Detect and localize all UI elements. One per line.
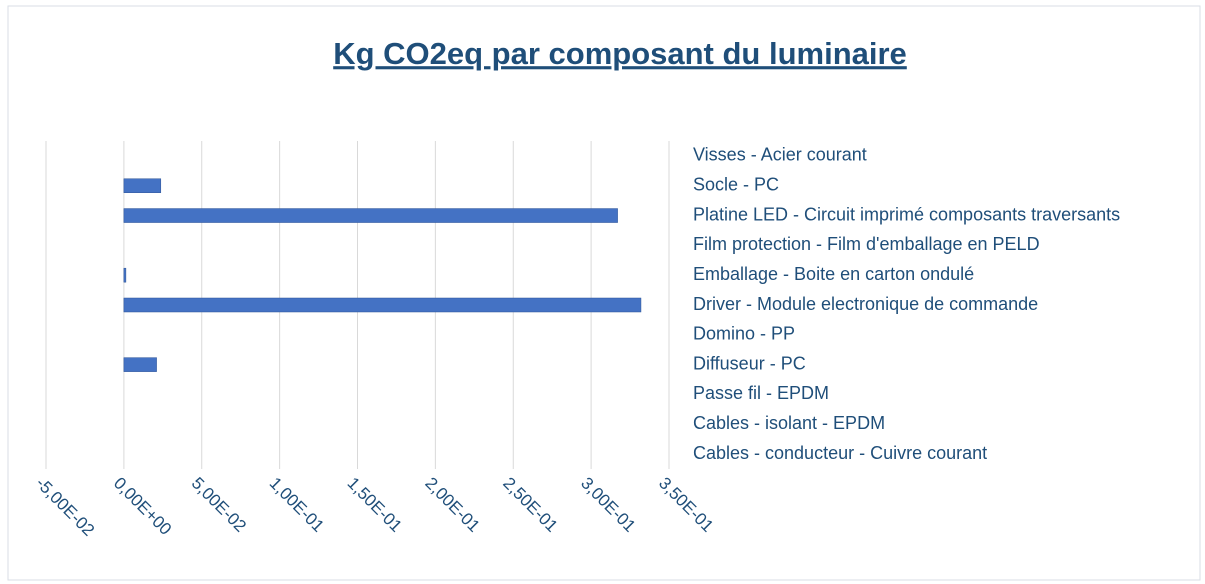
- bar: [123, 357, 157, 372]
- category-label: Domino - PP: [693, 324, 795, 344]
- category-label: Emballage - Boite en carton ondulé: [693, 264, 974, 284]
- bar: [123, 208, 618, 223]
- category-label: Cables - isolant - EPDM: [693, 413, 885, 433]
- category-label: Film protection - Film d'emballage en PE…: [693, 234, 1040, 254]
- category-label: Diffuseur - PC: [693, 353, 806, 373]
- bar: [123, 178, 162, 193]
- category-label: Platine LED - Circuit imprimé composants…: [693, 204, 1120, 224]
- category-label: Socle - PC: [693, 174, 779, 194]
- category-label: Visses - Acier courant: [693, 145, 867, 165]
- category-label: Driver - Module electronique de commande: [693, 294, 1038, 314]
- category-label: Passe fil - EPDM: [693, 383, 829, 403]
- chart-title: Kg CO2eq par composant du luminaire: [333, 36, 907, 71]
- bar: [123, 297, 642, 313]
- bar: [123, 267, 127, 283]
- category-label: Cables - conducteur - Cuivre courant: [693, 443, 987, 463]
- chart-frame: [7, 5, 1201, 581]
